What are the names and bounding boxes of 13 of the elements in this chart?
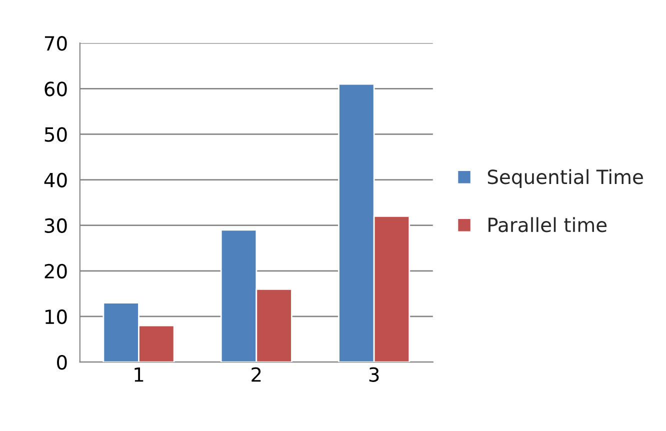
x-tick-label: 1 [134,368,144,382]
x-tick-label: 2 [252,367,261,382]
y-tick-label: 60 [44,82,67,96]
y-tick-label: 20 [44,264,67,279]
y-tick-label: 40 [44,172,67,188]
y-tick-label: 70 [44,36,67,51]
legend-label: Parallel time [488,217,607,232]
y-tick-label: 0 [57,354,67,370]
y-tick-label: 30 [44,218,67,234]
y-tick-label: 10 [46,309,67,324]
x-tick-label: 3 [369,367,379,382]
y-tick-label: 50 [44,127,67,142]
legend-label: Sequential Time [488,169,643,188]
